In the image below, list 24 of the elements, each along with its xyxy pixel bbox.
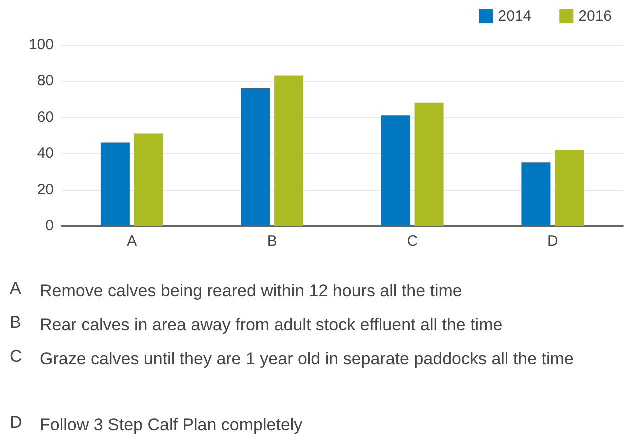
y-tick-label: 100 (28, 36, 54, 54)
text: A Remove calves being reared within 12 hours all the time (10, 279, 462, 300)
legend-label: 2014 (498, 8, 532, 25)
x-tick-label: C (407, 233, 418, 250)
x-tick-label: A (127, 233, 138, 250)
bar (381, 116, 410, 226)
text: C Graze calves until they are 1 year old in separate paddocks all the time (10, 347, 574, 368)
bar (274, 76, 304, 226)
text: D Follow 3 Step Calf Plan completely (10, 413, 304, 434)
legend-label: 2016 (578, 8, 612, 25)
y-tick-label: 0 (46, 218, 54, 234)
x-tick-label: B (267, 233, 278, 250)
bar (555, 150, 584, 226)
bar (241, 88, 270, 226)
text: B Rear calves in area away from adult stock effluent all the time (10, 313, 503, 334)
y-tick-label: 20 (37, 181, 54, 198)
bar (522, 162, 551, 226)
y-tick-label: 40 (37, 145, 54, 162)
bar (414, 102, 444, 226)
bar (134, 134, 164, 226)
y-tick-label: 80 (37, 72, 54, 90)
x-tick-label: D (547, 233, 558, 250)
bar (100, 142, 130, 226)
y-tick-label: 60 (37, 108, 54, 126)
